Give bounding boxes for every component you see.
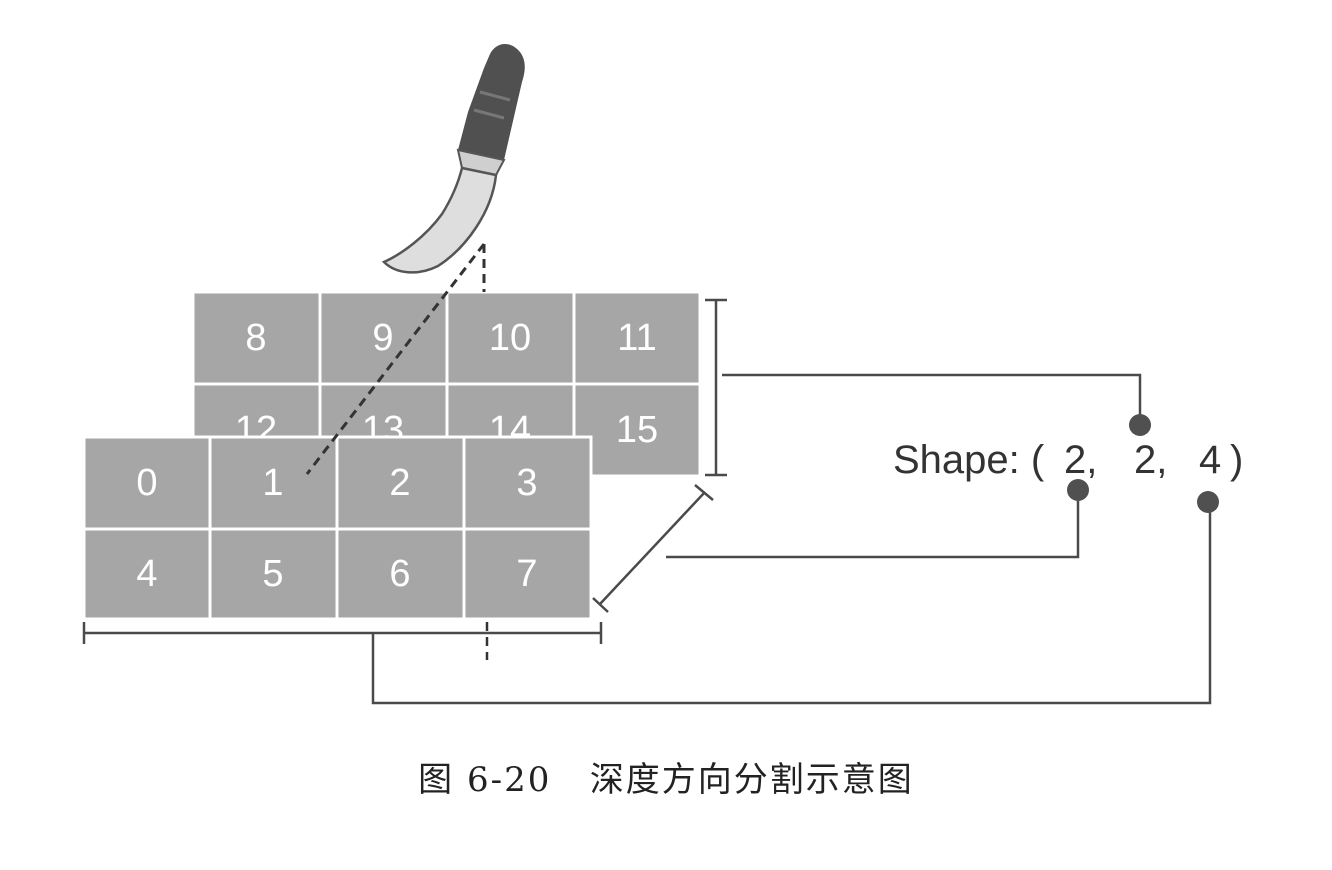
cell-label: 1: [262, 462, 283, 504]
figure-number: 图 6-20: [418, 760, 552, 800]
front-cell-0: 0: [82, 435, 212, 531]
back-cell-10: 10: [445, 290, 576, 386]
knife-icon: [381, 43, 525, 274]
front-cell-7: 7: [462, 527, 593, 621]
back-cell-15: 15: [572, 382, 702, 478]
cell-label: 15: [616, 409, 658, 451]
shape-prefix: Shape: (: [893, 438, 1045, 482]
connector-dot: [1067, 479, 1089, 501]
cell-label: 10: [489, 317, 531, 359]
cell-label: 6: [389, 553, 410, 595]
depth-bracket: [592, 484, 714, 613]
cell-label: 8: [245, 317, 266, 359]
cell-label: 9: [372, 317, 393, 359]
connector-lines: [371, 373, 1212, 705]
front-layer: 0 1 2 3 4 5 6 7: [82, 435, 593, 621]
cell-label: 4: [136, 553, 157, 595]
front-cell-6: 6: [335, 527, 466, 621]
width-bracket: [82, 622, 603, 644]
figure-caption: 图 6-20 深度方向分割示意图: [0, 752, 1332, 801]
back-cell-11: 11: [572, 290, 702, 386]
cell-label: 7: [516, 553, 537, 595]
shape-label: Shape: ( 2, 2, 4 ): [893, 438, 1243, 482]
height-bracket: [705, 298, 727, 477]
shape-dim-3: 4: [1199, 438, 1221, 482]
back-cell-9: 9: [318, 290, 449, 386]
back-cell-8: 8: [191, 290, 322, 386]
connector-dot: [1197, 491, 1219, 513]
shape-dim-2: 2,: [1134, 438, 1167, 482]
shape-dim-1: 2,: [1064, 438, 1097, 482]
shape-suffix: ): [1230, 438, 1243, 482]
front-cell-3: 3: [462, 435, 593, 531]
connector-dot: [1129, 414, 1151, 436]
front-cell-4: 4: [82, 527, 212, 621]
cut-line: [305, 243, 489, 660]
cell-label: 0: [136, 462, 157, 504]
cell-label: 3: [516, 462, 537, 504]
back-layer: 8 9 10 11 12 13 14 15: [191, 290, 702, 478]
cell-label: 2: [389, 462, 410, 504]
front-cell-1: 1: [208, 435, 339, 531]
cell-label: 11: [617, 317, 656, 359]
cell-label: 5: [262, 553, 283, 595]
front-cell-5: 5: [208, 527, 339, 621]
figure-caption-text: 深度方向分割示意图: [589, 760, 914, 800]
front-cell-2: 2: [335, 435, 466, 531]
split-diagram: 8 9 10 11 12 13 14 15 0 1 2 3 4 5 6 7: [82, 43, 1243, 705]
